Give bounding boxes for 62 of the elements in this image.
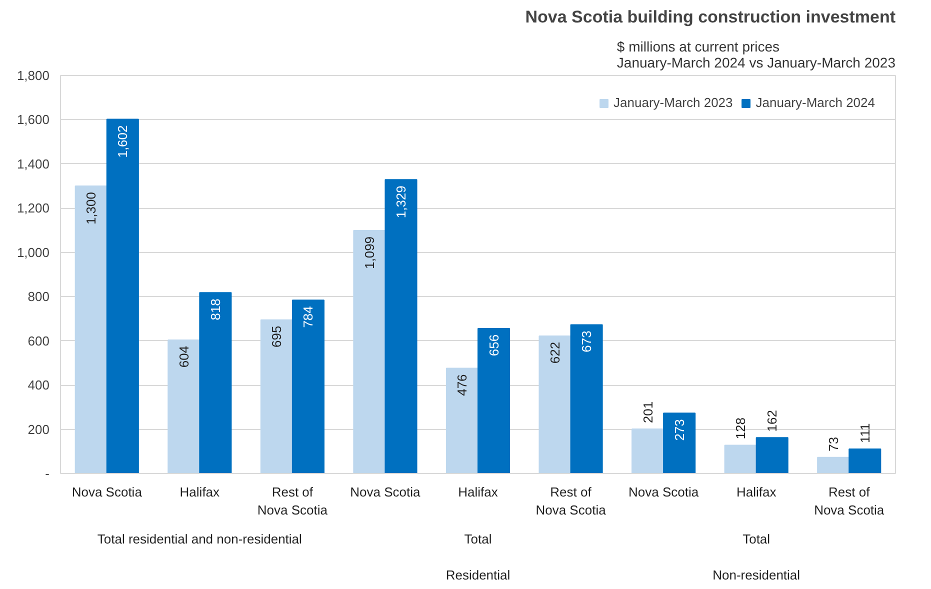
- y-tick-label: 1,000: [16, 244, 50, 260]
- data-label: 695: [269, 326, 284, 348]
- data-label: 111: [857, 423, 872, 443]
- data-label: 784: [300, 306, 316, 328]
- data-label: 128: [733, 418, 748, 440]
- bar: [260, 319, 293, 474]
- text: Total Non-residential: [712, 532, 800, 582]
- y-tick-label: 200: [28, 422, 50, 437]
- bar: [632, 428, 664, 474]
- bar: [538, 335, 572, 474]
- y-tick-label: 1,600: [16, 112, 50, 128]
- bar: [663, 412, 696, 474]
- data-label: 162: [764, 410, 780, 432]
- data-label: 1,329: [393, 186, 408, 218]
- bar: [478, 328, 510, 474]
- legend-label: January-March 2024: [756, 95, 875, 110]
- bar: [199, 292, 232, 474]
- y-tick-label: -: [45, 466, 50, 481]
- y-tick-label: 1,400: [16, 156, 50, 172]
- data-label: 1,099: [362, 236, 377, 269]
- x-tick-label: Nova Scotia: [628, 484, 700, 500]
- data-label: 604: [176, 346, 192, 368]
- data-label: 1,300: [84, 192, 99, 225]
- bar: [168, 339, 200, 474]
- data-label: 656: [486, 334, 502, 356]
- bar: [74, 186, 108, 474]
- data-label: 73: [826, 436, 841, 452]
- bar: [817, 456, 850, 474]
- data-label: 818: [208, 298, 223, 320]
- data-label: 673: [579, 330, 594, 352]
- y-tick-label: 1,200: [16, 200, 50, 216]
- data-label: 622: [548, 342, 563, 364]
- x-tick-label: Rest of Nova Scotia: [536, 484, 607, 518]
- x-tick-label: Rest of Nova Scotia: [814, 484, 885, 518]
- y-tick-label: 600: [28, 333, 50, 348]
- x-tick-label: Halifax: [736, 484, 777, 500]
- chart-title: Nova Scotia building construction investment: [525, 8, 896, 26]
- y-tick-label: 400: [28, 378, 50, 393]
- bar: [292, 300, 324, 474]
- y-tick-label: 800: [28, 289, 50, 304]
- text: Total Residential: [446, 532, 510, 582]
- bar: [756, 437, 788, 474]
- legend-label: January-March 2023: [614, 95, 733, 110]
- bar: [570, 324, 603, 474]
- text: Total residential and non-residential: [97, 532, 302, 546]
- data-label: 1,602: [115, 125, 130, 158]
- x-tick-label: Halifax: [458, 484, 498, 500]
- bar: [384, 179, 418, 474]
- x-tick-label: Nova Scotia: [72, 484, 143, 500]
- bar: [848, 448, 882, 474]
- bar: [724, 444, 757, 474]
- data-label: 273: [672, 419, 687, 441]
- x-tick-label: Rest of Nova Scotia: [257, 484, 328, 518]
- bar: [106, 118, 139, 474]
- bar: [353, 230, 386, 474]
- x-tick-label: Nova Scotia: [350, 484, 422, 500]
- data-label: 476: [454, 374, 470, 396]
- chart-subtitle: $ millions at current prices January-March 2024 vs January-March 2023: [616, 38, 896, 70]
- data-label: 201: [640, 401, 656, 424]
- bar: [446, 368, 478, 474]
- y-tick-label: 1,800: [16, 68, 50, 83]
- x-tick-label: Halifax: [180, 484, 220, 500]
